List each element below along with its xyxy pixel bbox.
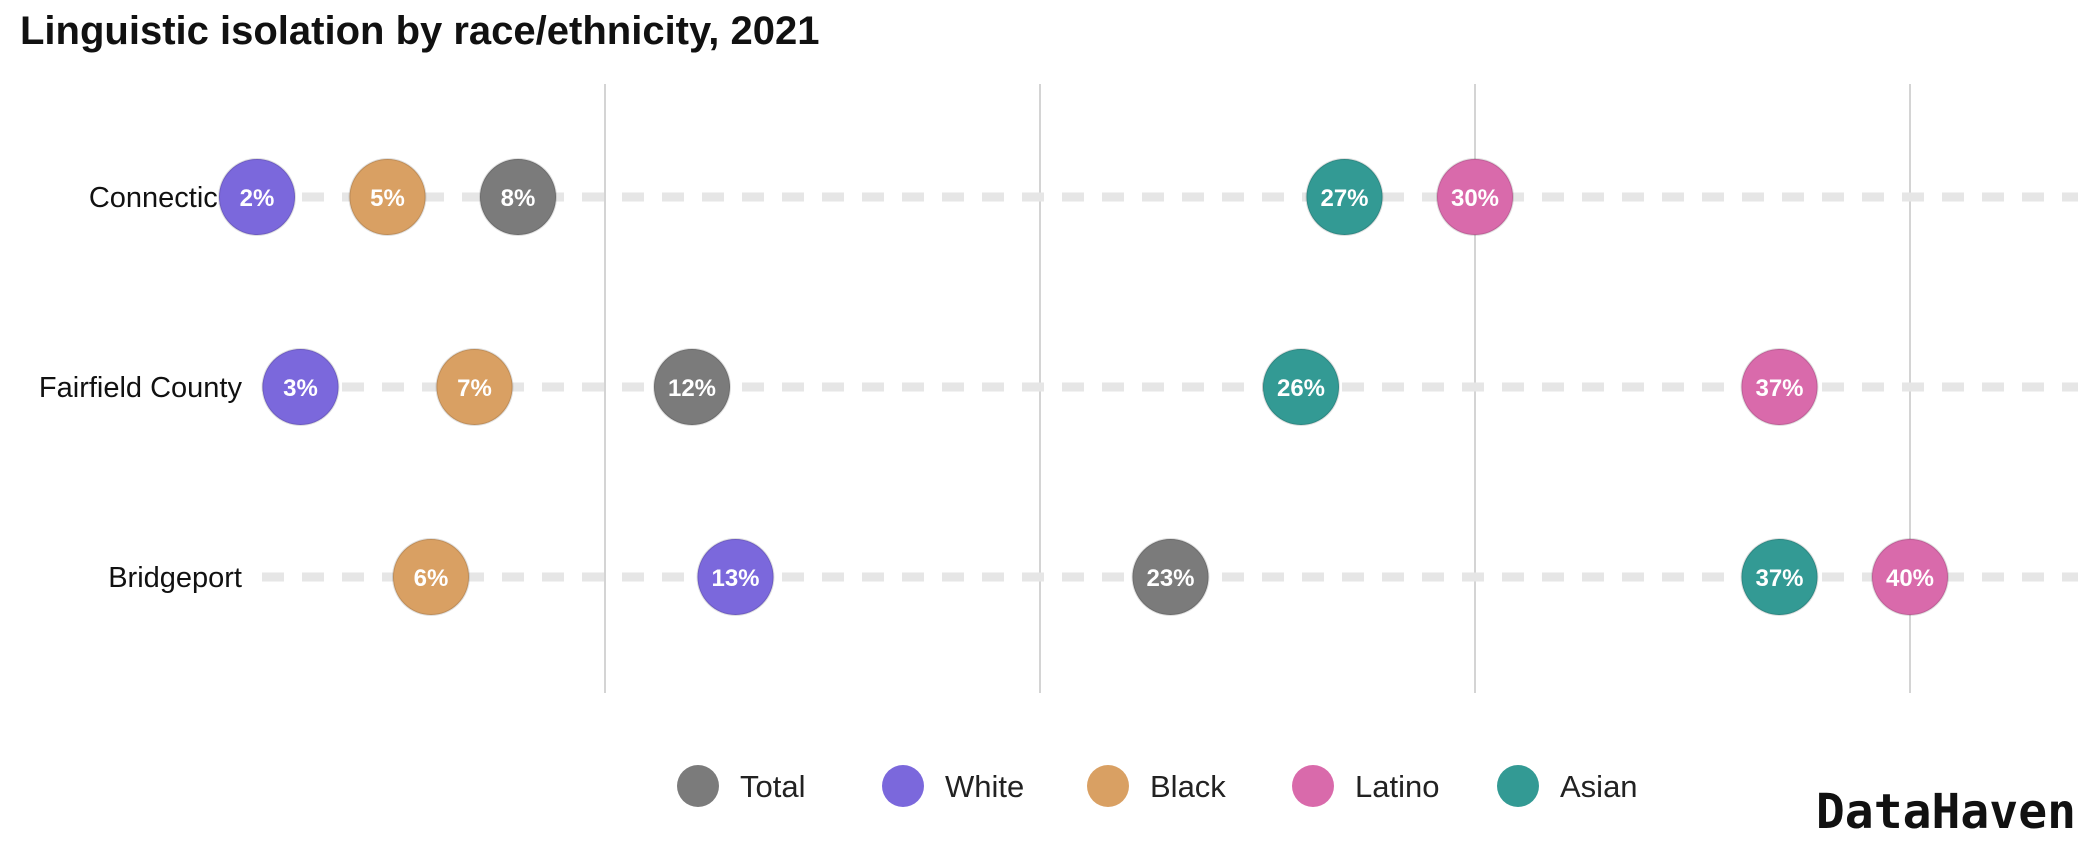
legend-label: Asian <box>1560 769 1638 804</box>
point-asian-fairfield-county: 26% <box>1262 348 1340 426</box>
point-value-label: 27% <box>1320 185 1368 212</box>
point-value-label: 26% <box>1277 375 1325 402</box>
legend-item-white: White <box>882 765 1024 807</box>
legend-item-latino: Latino <box>1292 765 1439 807</box>
point-marker <box>1305 158 1384 236</box>
datahaven-logo: DataHaven <box>1816 784 2076 840</box>
point-total-fairfield-county: 12% <box>653 348 731 426</box>
point-marker <box>1740 538 1819 616</box>
legend-swatch <box>677 765 719 807</box>
point-marker <box>348 158 427 236</box>
category-label-fairfield-county: Fairfield County <box>39 372 243 404</box>
point-total-connecticut: 8% <box>479 158 557 236</box>
point-value-label: 13% <box>711 565 759 592</box>
point-marker <box>1262 348 1340 426</box>
legend: Total White Black Latino Asian <box>677 765 1638 807</box>
point-latino-fairfield-county: 37% <box>1740 348 1819 426</box>
point-marker <box>1131 538 1210 616</box>
point-value-label: 37% <box>1755 375 1803 402</box>
legend-swatch <box>1292 765 1334 807</box>
point-value-label: 7% <box>457 375 492 402</box>
point-total-bridgeport: 23% <box>1131 538 1210 616</box>
point-marker <box>653 348 731 426</box>
point-value-label: 8% <box>501 185 536 212</box>
point-white-connecticut: 2% <box>218 158 296 236</box>
category-rows: Connecticut Fairfield County Bridgeport <box>39 182 2078 594</box>
legend-swatch <box>1497 765 1539 807</box>
point-asian-bridgeport: 37% <box>1740 538 1819 616</box>
point-black-connecticut: 5% <box>348 158 427 236</box>
point-asian-connecticut: 27% <box>1305 158 1384 236</box>
point-marker <box>1740 348 1819 426</box>
legend-label: White <box>945 769 1024 804</box>
point-marker <box>392 538 470 616</box>
point-value-label: 37% <box>1755 565 1803 592</box>
category-label-bridgeport: Bridgeport <box>108 562 242 594</box>
legend-item-total: Total <box>677 765 805 807</box>
legend-swatch <box>1087 765 1129 807</box>
point-value-label: 3% <box>283 375 318 402</box>
point-value-label: 30% <box>1451 185 1499 212</box>
point-marker <box>261 348 340 426</box>
point-marker <box>1436 158 1514 236</box>
point-latino-bridgeport: 40% <box>1871 538 1949 616</box>
point-marker <box>479 158 557 236</box>
point-marker <box>218 158 296 236</box>
legend-label: Total <box>740 769 805 804</box>
point-value-label: 6% <box>414 565 449 592</box>
chart-title: Linguistic isolation by race/ethnicity, … <box>20 9 820 53</box>
legend-label: Latino <box>1355 769 1439 804</box>
point-marker <box>435 348 514 426</box>
legend-item-black: Black <box>1087 765 1226 807</box>
point-value-label: 5% <box>370 185 405 212</box>
point-black-bridgeport: 6% <box>392 538 470 616</box>
legend-swatch <box>882 765 924 807</box>
legend-item-asian: Asian <box>1497 765 1638 807</box>
legend-label: Black <box>1150 769 1226 804</box>
point-marker <box>696 538 775 616</box>
point-latino-connecticut: 30% <box>1436 158 1514 236</box>
data-points: 8% 12% 23% 2% 3% 13% 5% 7% 6% 30% 37% 40% 27% 26% 37% <box>218 158 1949 616</box>
point-marker <box>1871 538 1949 616</box>
point-black-fairfield-county: 7% <box>435 348 514 426</box>
point-value-label: 23% <box>1146 565 1194 592</box>
category-label-connecticut: Connecticut <box>89 182 242 214</box>
point-white-bridgeport: 13% <box>696 538 775 616</box>
point-value-label: 12% <box>668 375 716 402</box>
point-value-label: 2% <box>240 185 275 212</box>
point-value-label: 40% <box>1886 565 1934 592</box>
point-white-fairfield-county: 3% <box>261 348 340 426</box>
